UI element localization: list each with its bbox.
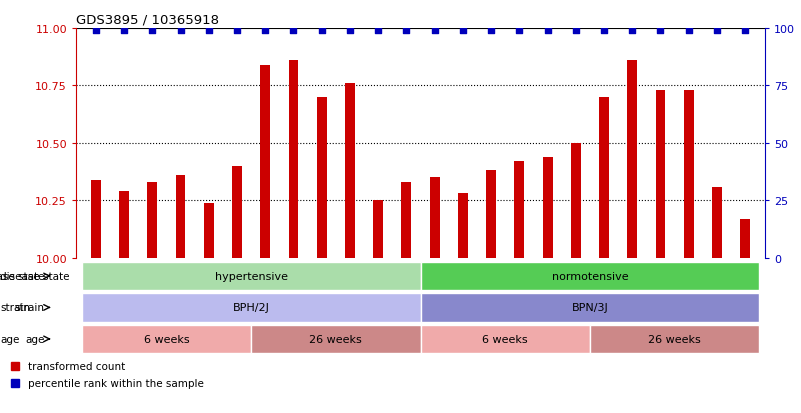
Bar [91,180,101,258]
Text: transformed count: transformed count [28,361,125,371]
Point [203,28,215,35]
Point [400,28,413,35]
Text: strain: strain [14,303,45,313]
Text: 26 weeks: 26 weeks [648,334,701,344]
Bar [421,325,590,354]
Point [570,28,582,35]
Bar [288,61,299,258]
Bar [655,91,666,258]
Point [710,28,723,35]
Text: BPH/2J: BPH/2J [233,303,270,313]
Bar [82,325,252,354]
Bar [571,143,581,258]
Point [231,28,244,35]
Point [316,28,328,35]
Point [90,28,103,35]
Bar [627,61,638,258]
Bar [458,194,468,258]
Text: 26 weeks: 26 weeks [309,334,362,344]
Bar [401,183,412,258]
Text: hypertensive: hypertensive [215,271,288,281]
Bar [590,325,759,354]
Bar [232,166,242,258]
Text: age: age [26,334,45,344]
Bar [82,262,421,291]
Text: GDS3895 / 10365918: GDS3895 / 10365918 [76,14,219,27]
Point [344,28,356,35]
Point [174,28,187,35]
Text: age: age [0,334,19,344]
Bar [82,293,421,322]
Bar [542,157,553,258]
Bar [429,178,440,258]
Point [682,28,695,35]
Bar [684,91,694,258]
Point [146,28,159,35]
Point [598,28,610,35]
Text: normotensive: normotensive [552,271,628,281]
Point [485,28,497,35]
Point [118,28,131,35]
Text: disease state: disease state [0,271,70,281]
Point [287,28,300,35]
Bar [712,187,722,258]
Bar [175,176,186,258]
Text: 6 weeks: 6 weeks [482,334,528,344]
Bar [252,325,421,354]
Bar [203,203,214,258]
Bar [316,98,327,258]
Bar [345,84,355,258]
Point [626,28,638,35]
Bar [421,293,759,322]
Point [654,28,667,35]
Text: 6 weeks: 6 weeks [143,334,189,344]
Text: BPN/3J: BPN/3J [572,303,608,313]
Bar [147,183,157,258]
Bar [119,192,129,258]
Point [739,28,751,35]
Text: disease state: disease state [0,271,45,281]
Bar [599,98,609,258]
Bar [421,262,759,291]
Point [259,28,272,35]
Bar [373,201,383,258]
Point [513,28,525,35]
Bar [260,66,270,258]
Point [457,28,469,35]
Point [372,28,384,35]
Point [429,28,441,35]
Bar [740,219,750,258]
Bar [514,162,525,258]
Text: percentile rank within the sample: percentile rank within the sample [28,378,203,388]
Point [541,28,554,35]
Bar [486,171,496,258]
Text: strain: strain [0,303,30,313]
